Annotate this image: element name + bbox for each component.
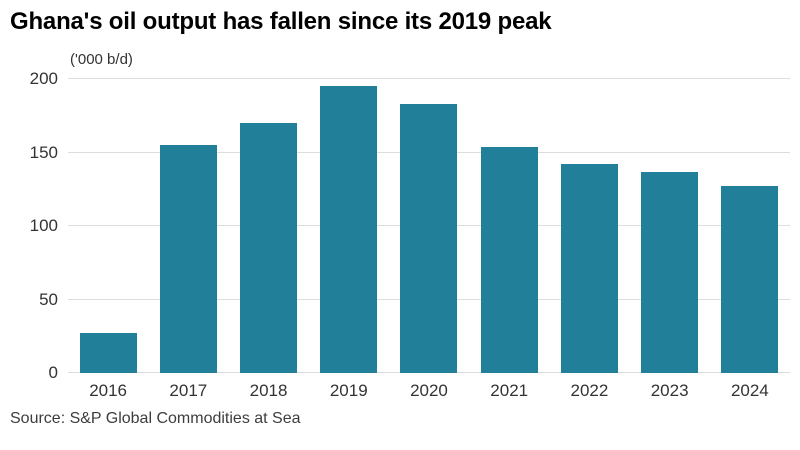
y-tick-label-0: 0 (48, 363, 58, 382)
bar-2020 (400, 104, 458, 373)
x-tick-label-2020: 2020 (410, 381, 448, 400)
bar-slot-2020 (389, 79, 469, 373)
bar-2018 (240, 123, 298, 373)
plot-area (68, 78, 790, 373)
bar-2019 (320, 86, 378, 373)
x-tick-label-2018: 2018 (249, 381, 288, 400)
bars-container (68, 79, 790, 373)
bar-slot-2023 (630, 79, 710, 373)
bar-slot-2021 (469, 79, 549, 373)
bar-2022 (560, 164, 618, 373)
y-tick-label-200: 200 (29, 69, 58, 88)
x-tick-label-2022: 2022 (570, 381, 609, 400)
bar-2017 (159, 145, 217, 373)
x-tick-label-2016: 2016 (89, 381, 128, 400)
chart-title: Ghana's oil output has fallen since its … (10, 8, 552, 35)
y-tick-label-100: 100 (29, 216, 58, 235)
bar-slot-2019 (309, 79, 389, 373)
bar-slot-2017 (148, 79, 228, 373)
bar-2024 (721, 186, 779, 373)
bar-2023 (641, 171, 699, 373)
bar-slot-2016 (68, 79, 148, 373)
x-tick-label-2024: 2024 (730, 381, 769, 400)
x-axis-tick-labels: 2016 2017 2018 2019 2020 2021 2022 2023 2024 (68, 381, 790, 401)
y-axis-unit-label: ('000 b/d) (70, 51, 133, 68)
bar-2021 (480, 146, 538, 373)
y-tick-label-50: 50 (39, 289, 58, 309)
source-note: Source: S&P Global Commodities at Sea (10, 410, 301, 427)
x-tick-label-2017: 2017 (169, 381, 208, 400)
x-tick-label-2019: 2019 (329, 381, 368, 400)
x-tick-label-2023: 2023 (650, 381, 689, 400)
bar-slot-2018 (228, 79, 308, 373)
bar-slot-2024 (710, 79, 790, 373)
bar-2016 (79, 333, 137, 373)
x-tick-label-2021: 2021 (490, 381, 529, 400)
y-tick-label-150: 150 (29, 142, 58, 162)
gridline-200 (68, 78, 790, 79)
bar-slot-2022 (549, 79, 629, 373)
